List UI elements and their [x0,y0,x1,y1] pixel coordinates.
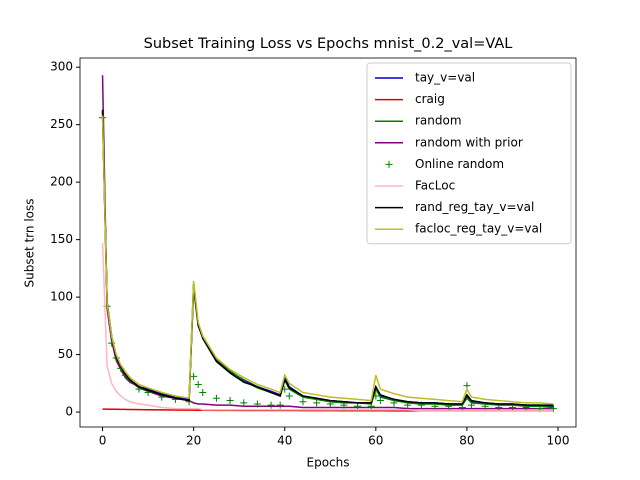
marker [285,392,293,400]
marker [404,401,412,409]
marker [508,403,516,411]
y-tick-label: 50 [58,347,73,361]
y-tick-label: 0 [65,405,73,419]
marker [458,403,466,411]
marker [467,401,475,409]
marker [313,399,321,407]
marker [276,401,284,409]
marker [267,401,275,409]
marker [495,403,503,411]
marker [390,399,398,407]
legend-box [366,62,572,245]
x-tick-label: 0 [99,434,107,448]
x-tick-label: 80 [459,434,474,448]
marker [226,397,234,405]
x-axis-label: Epochs [307,456,350,470]
series-line [101,243,554,412]
x-tick-label: 40 [277,434,292,448]
y-tick-label: 300 [50,60,73,74]
marker [376,397,384,405]
marker [367,402,375,410]
legend-label: tay_v=val [415,71,475,85]
marker [481,402,489,410]
marker [340,401,348,409]
chart-title: Subset Training Loss vs Epochs mnist_0.2… [144,36,513,52]
series-line [101,115,554,405]
x-tick-label: 20 [186,434,201,448]
marker [194,380,202,388]
marker [326,400,334,408]
y-tick-label: 100 [50,290,73,304]
marker [199,389,207,397]
marker [253,400,261,408]
marker [190,372,198,380]
marker [212,394,220,402]
plot-frame [79,57,577,428]
x-tick-label: 100 [547,434,570,448]
marker [299,398,307,406]
marker [431,402,439,410]
legend-label: craig [415,92,445,106]
legend-label: Online random [415,157,504,171]
legend-label: rand_reg_tay_v=val [415,200,534,214]
legend-label: random with prior [415,135,523,149]
y-tick-label: 250 [50,117,73,131]
x-tick-label: 60 [368,434,383,448]
series-line [101,109,554,406]
legend-marker [385,160,393,168]
y-tick-label: 150 [50,232,73,246]
marker [240,399,248,407]
legend-label: random [415,114,462,128]
marker [354,402,362,410]
legend-label: FacLoc [415,179,455,193]
y-tick-label: 200 [50,175,73,189]
marker [549,405,557,413]
legend-label: facloc_reg_tay_v=val [415,222,542,236]
y-axis-label: Subset trn loss [23,198,37,287]
